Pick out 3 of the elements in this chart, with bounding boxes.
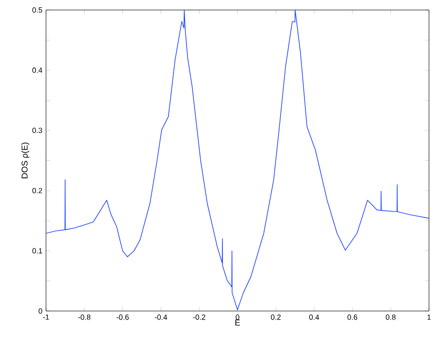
- y-axis-title: DOS ρ(E): [21, 142, 30, 178]
- line-series: [46, 10, 430, 310]
- x-axis-title: E: [235, 320, 240, 326]
